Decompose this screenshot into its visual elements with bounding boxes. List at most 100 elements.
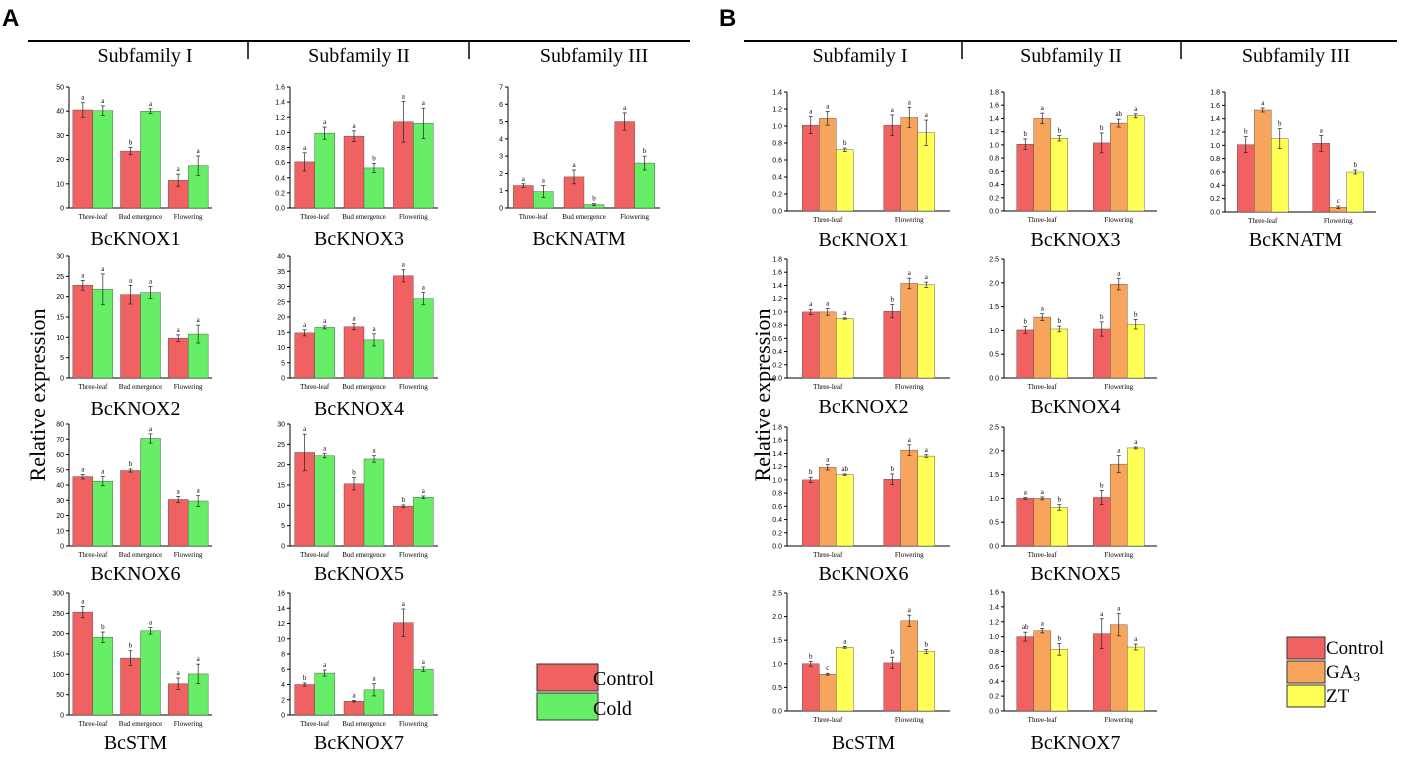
y-tick-label: 1.0 — [772, 309, 782, 316]
significance-letter: a — [323, 118, 327, 126]
y-tick-label: 1 — [499, 188, 503, 195]
x-category-label: Bud emergence — [119, 551, 163, 559]
y-tick-label: 0.4 — [772, 517, 782, 524]
bar-control-three-leaf — [802, 479, 820, 547]
y-tick-label: 0.4 — [772, 175, 782, 182]
x-category-label: Three-leaf — [78, 383, 108, 391]
chart-a-bcknox3: 0.0 0.2 0.4 0.6 0.8 1.0 1.2 1.4 1.6 a a Three-leaf a… — [275, 85, 438, 250]
significance-letter: a — [925, 273, 929, 281]
legend-b: Control GA3 ZT — [1286, 636, 1384, 708]
significance-letter: a — [402, 92, 406, 100]
y-tick-label: 30 — [56, 254, 64, 261]
chart-title: BcKNOX1 — [91, 228, 181, 250]
y-tick-label: 0.0 — [1210, 210, 1220, 217]
bar-zt-three-leaf — [1271, 138, 1289, 213]
panel-a-subfamily-1: Subfamily I — [98, 45, 193, 67]
x-category-label: Flowering — [174, 551, 203, 559]
y-tick-label: 0.2 — [989, 694, 999, 701]
x-category-label: Bud emergence — [119, 383, 163, 391]
panel-b-header: B Subfamily I Subfamily II Subfamily III… — [719, 5, 1397, 481]
x-category-label: Three-leaf — [813, 216, 843, 224]
x-category-label: Flowering — [1104, 383, 1133, 391]
y-tick-label: 0.2 — [275, 190, 285, 197]
significance-letter: a — [1134, 105, 1138, 113]
significance-letter: b — [1058, 496, 1062, 504]
y-tick-label: 0.4 — [989, 182, 999, 189]
y-tick-label: 5 — [281, 523, 285, 530]
panel-b-subfamily-1: Subfamily I — [813, 45, 908, 67]
y-tick-label: 0 — [60, 206, 64, 213]
significance-letter: b — [372, 154, 376, 162]
y-tick-label: 1.0 — [772, 124, 782, 131]
y-tick-label: 14 — [277, 606, 285, 613]
bar-zt-three-leaf — [1050, 138, 1068, 212]
significance-letter: a — [149, 619, 153, 627]
significance-letter: a — [809, 300, 813, 308]
y-tick-label: 0.6 — [772, 504, 782, 511]
y-tick-label: 6 — [499, 102, 503, 109]
bar-control-flowering — [393, 275, 414, 379]
chart-b-bcstm: 0.0 0.5 1.0 1.5 2.0 2.5 b c a Three-leaf b a b Flower… — [772, 591, 950, 754]
y-tick-label: 200 — [52, 631, 64, 638]
significance-letter: a — [925, 446, 929, 454]
y-tick-label: 2.0 — [989, 448, 999, 455]
bar-cold-flowering — [413, 669, 434, 716]
bar-ga3-flowering — [900, 117, 918, 212]
significance-letter: a — [522, 175, 526, 183]
significance-letter: b — [1354, 161, 1358, 169]
chart-b-bcknox1: 0.0 0.2 0.4 0.6 0.8 1.0 1.2 1.4 a a b Three-leaf a a a… — [772, 90, 950, 251]
significance-letter: a — [422, 487, 426, 495]
bar-control-flowering — [167, 499, 189, 547]
y-tick-label: 40 — [56, 109, 64, 116]
significance-letter: a — [1024, 488, 1028, 496]
bar-ga3-flowering — [900, 283, 918, 379]
legend-b-control-swatch — [1286, 636, 1326, 660]
y-tick-label: 0.8 — [275, 145, 285, 152]
significance-letter: a — [1134, 438, 1138, 446]
chart-title: BcKNOX4 — [314, 398, 404, 420]
significance-letter: b — [1058, 634, 1062, 642]
y-tick-label: 2.5 — [989, 425, 999, 432]
y-tick-label: 2.5 — [772, 591, 782, 598]
significance-letter: b — [1100, 481, 1104, 489]
y-tick-label: 0 — [60, 376, 64, 383]
significance-letter: b — [809, 652, 813, 660]
bar-cold-three-leaf — [314, 672, 335, 716]
bar-control-three-leaf — [1237, 144, 1255, 213]
significance-letter: a — [177, 487, 181, 495]
x-category-label: Three-leaf — [1028, 383, 1058, 391]
bar-control-flowering — [1312, 143, 1330, 213]
y-tick-label: 25 — [277, 299, 285, 306]
legend-a: Control Cold — [536, 663, 655, 721]
y-tick-label: 0.0 — [989, 544, 999, 551]
y-tick-label: 1.0 — [989, 328, 999, 335]
y-tick-label: 0.6 — [989, 169, 999, 176]
legend-a-cold-swatch — [536, 692, 599, 721]
x-category-label: Three-leaf — [1028, 551, 1058, 559]
significance-letter: b — [1134, 310, 1138, 318]
y-tick-label: 60 — [56, 452, 64, 459]
chart-title: BcKNOX5 — [314, 563, 404, 585]
y-tick-label: 0.4 — [275, 175, 285, 182]
bar-control-three-leaf — [72, 476, 94, 547]
y-tick-label: 50 — [56, 692, 64, 699]
bar-control-flowering — [883, 479, 901, 547]
significance-letter: b — [925, 641, 929, 649]
chart-a-bcknox5: 0 5 10 15 20 25 30 a a Three-leaf b a Bud emergence b… — [277, 422, 438, 585]
significance-letter: b — [1024, 130, 1028, 138]
chart-a-bcknox4: 0 5 10 15 20 25 30 35 40 a a Three-leaf a a Bud emerge… — [277, 254, 438, 420]
y-tick-label: 4 — [499, 136, 503, 143]
significance-letter: a — [908, 436, 912, 444]
bar-control-bud-emergence — [343, 701, 365, 716]
x-category-label: Flowering — [895, 383, 924, 391]
bar-ga3-three-leaf — [1033, 316, 1051, 379]
significance-letter: b — [643, 147, 647, 155]
y-tick-label: 0.0 — [772, 376, 782, 383]
significance-letter: a — [1041, 104, 1045, 112]
bar-control-three-leaf — [802, 124, 820, 212]
y-tick-label: 4 — [281, 682, 285, 689]
y-tick-label: 0.2 — [772, 362, 782, 369]
significance-letter: a — [197, 487, 201, 495]
significance-letter: a — [81, 597, 85, 605]
bar-zt-three-leaf — [1050, 328, 1068, 379]
